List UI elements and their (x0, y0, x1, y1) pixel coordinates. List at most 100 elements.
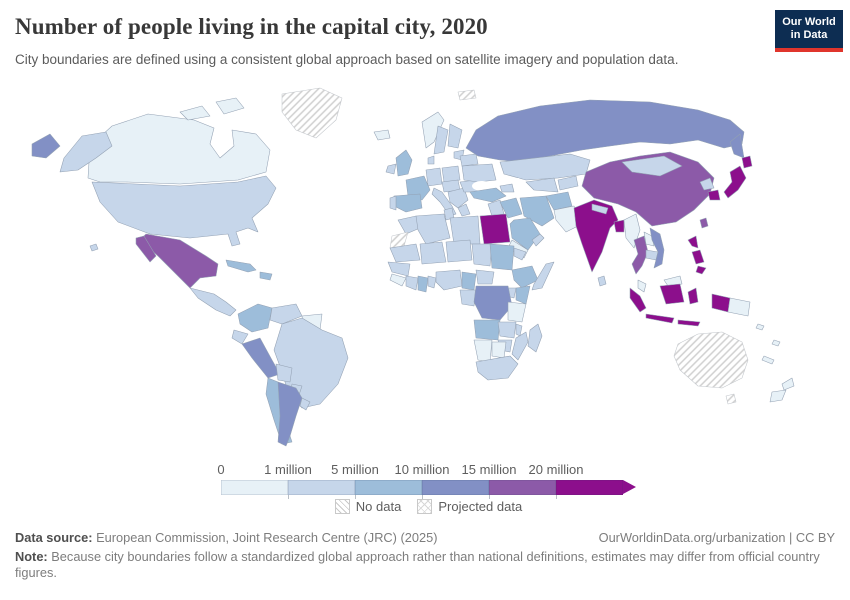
legend-bin-segment[interactable] (288, 480, 355, 495)
caucasus[interactable] (499, 183, 515, 193)
central-african-republic[interactable] (475, 269, 495, 285)
indonesia-sulawesi[interactable] (687, 287, 699, 305)
legend-projected-data[interactable]: Projected data (417, 499, 522, 514)
sweden[interactable] (433, 125, 449, 155)
botswana[interactable] (491, 341, 507, 359)
malaysia-peninsular[interactable] (637, 279, 647, 293)
sri-lanka[interactable] (597, 275, 607, 287)
usa-alaska[interactable] (59, 131, 113, 173)
ukraine[interactable] (461, 163, 497, 183)
denmark[interactable] (427, 155, 435, 165)
france[interactable] (405, 175, 431, 201)
hispaniola[interactable] (259, 271, 273, 281)
namibia[interactable] (473, 339, 493, 363)
australia[interactable] (673, 331, 749, 389)
egypt[interactable] (479, 213, 511, 245)
sierra-leone-liberia[interactable] (389, 273, 407, 287)
usa-hawaii[interactable] (89, 243, 99, 252)
mozambique[interactable] (511, 331, 529, 361)
pacific-islands-1[interactable] (755, 323, 765, 331)
somalia[interactable] (531, 261, 555, 291)
laos[interactable] (643, 231, 655, 247)
ecuador[interactable] (231, 329, 249, 345)
nigeria[interactable] (435, 269, 463, 291)
mauritania[interactable] (389, 243, 421, 263)
kenya[interactable] (515, 285, 531, 305)
south-korea[interactable] (707, 189, 721, 201)
thailand[interactable] (631, 235, 649, 275)
philippines-luzon[interactable] (687, 235, 699, 249)
togo-benin[interactable] (427, 275, 437, 289)
afghanistan[interactable] (545, 191, 573, 211)
legend-bin-segment[interactable] (355, 480, 422, 495)
malawi[interactable] (515, 323, 523, 337)
oman[interactable] (531, 233, 545, 247)
zambia[interactable] (497, 321, 517, 339)
japan[interactable] (723, 165, 747, 199)
sudan[interactable] (489, 243, 515, 271)
turkey[interactable] (469, 187, 507, 203)
papua-new-guinea[interactable] (727, 297, 751, 317)
ivory-coast[interactable] (405, 275, 419, 291)
argentina[interactable] (277, 381, 303, 447)
malaysia-borneo[interactable] (663, 275, 683, 287)
india[interactable] (573, 199, 619, 273)
central-america[interactable] (189, 287, 237, 317)
philippines-mindanao[interactable] (695, 265, 707, 275)
canada-arctic-1[interactable] (179, 105, 211, 121)
united-kingdom[interactable] (395, 149, 413, 177)
madagascar[interactable] (527, 323, 543, 353)
uruguay[interactable] (299, 397, 311, 411)
eritrea-djibouti[interactable] (513, 247, 527, 261)
cuba[interactable] (225, 259, 257, 273)
indonesia-lesser-sunda[interactable] (677, 319, 701, 327)
chad[interactable] (471, 243, 493, 267)
pacific-islands-2[interactable] (771, 339, 781, 347)
democratic-republic-of-congo[interactable] (473, 285, 513, 321)
portugal[interactable] (389, 195, 397, 211)
peru[interactable] (241, 337, 281, 379)
kyrgyzstan-tajikistan[interactable] (557, 175, 579, 191)
turkmenistan-uzbekistan[interactable] (525, 177, 559, 193)
mongolia[interactable] (621, 155, 683, 177)
colombia[interactable] (237, 303, 273, 333)
balkans[interactable] (447, 187, 469, 209)
spain[interactable] (393, 193, 423, 213)
angola[interactable] (473, 319, 501, 341)
bolivia[interactable] (275, 363, 293, 383)
ethiopia[interactable] (511, 265, 539, 289)
greece[interactable] (457, 203, 471, 217)
cameroon[interactable] (461, 271, 477, 291)
algeria[interactable] (415, 213, 451, 245)
belarus[interactable] (459, 153, 479, 167)
mali[interactable] (419, 241, 447, 265)
bangladesh[interactable] (613, 219, 625, 233)
tanzania[interactable] (507, 301, 527, 323)
vietnam[interactable] (649, 227, 665, 269)
poland[interactable] (441, 165, 461, 183)
legend-no-data[interactable]: No data (334, 499, 401, 514)
russia[interactable] (465, 99, 745, 163)
svalbard[interactable] (457, 89, 477, 101)
mexico-baja[interactable] (135, 235, 157, 263)
japan-hokkaido[interactable] (741, 155, 753, 169)
greenland[interactable] (281, 87, 343, 139)
nepal[interactable] (591, 203, 609, 215)
legend-bin-segment[interactable] (556, 480, 623, 495)
usa-mainland[interactable] (91, 175, 277, 247)
legend-bin-segment[interactable] (221, 480, 288, 495)
finland[interactable] (447, 123, 463, 149)
gabon-congo[interactable] (459, 289, 477, 307)
ireland[interactable] (385, 163, 397, 175)
legend-bin-segment[interactable] (422, 480, 489, 495)
pacific-islands-3[interactable] (761, 355, 775, 365)
kazakhstan[interactable] (499, 153, 591, 181)
indonesia-java[interactable] (645, 313, 675, 324)
taiwan[interactable] (699, 217, 709, 229)
iceland[interactable] (373, 129, 391, 141)
ghana[interactable] (417, 275, 429, 293)
new-zealand-north[interactable] (781, 377, 795, 391)
niger[interactable] (445, 239, 473, 263)
iraq[interactable] (499, 197, 523, 219)
mexico[interactable] (139, 233, 219, 289)
